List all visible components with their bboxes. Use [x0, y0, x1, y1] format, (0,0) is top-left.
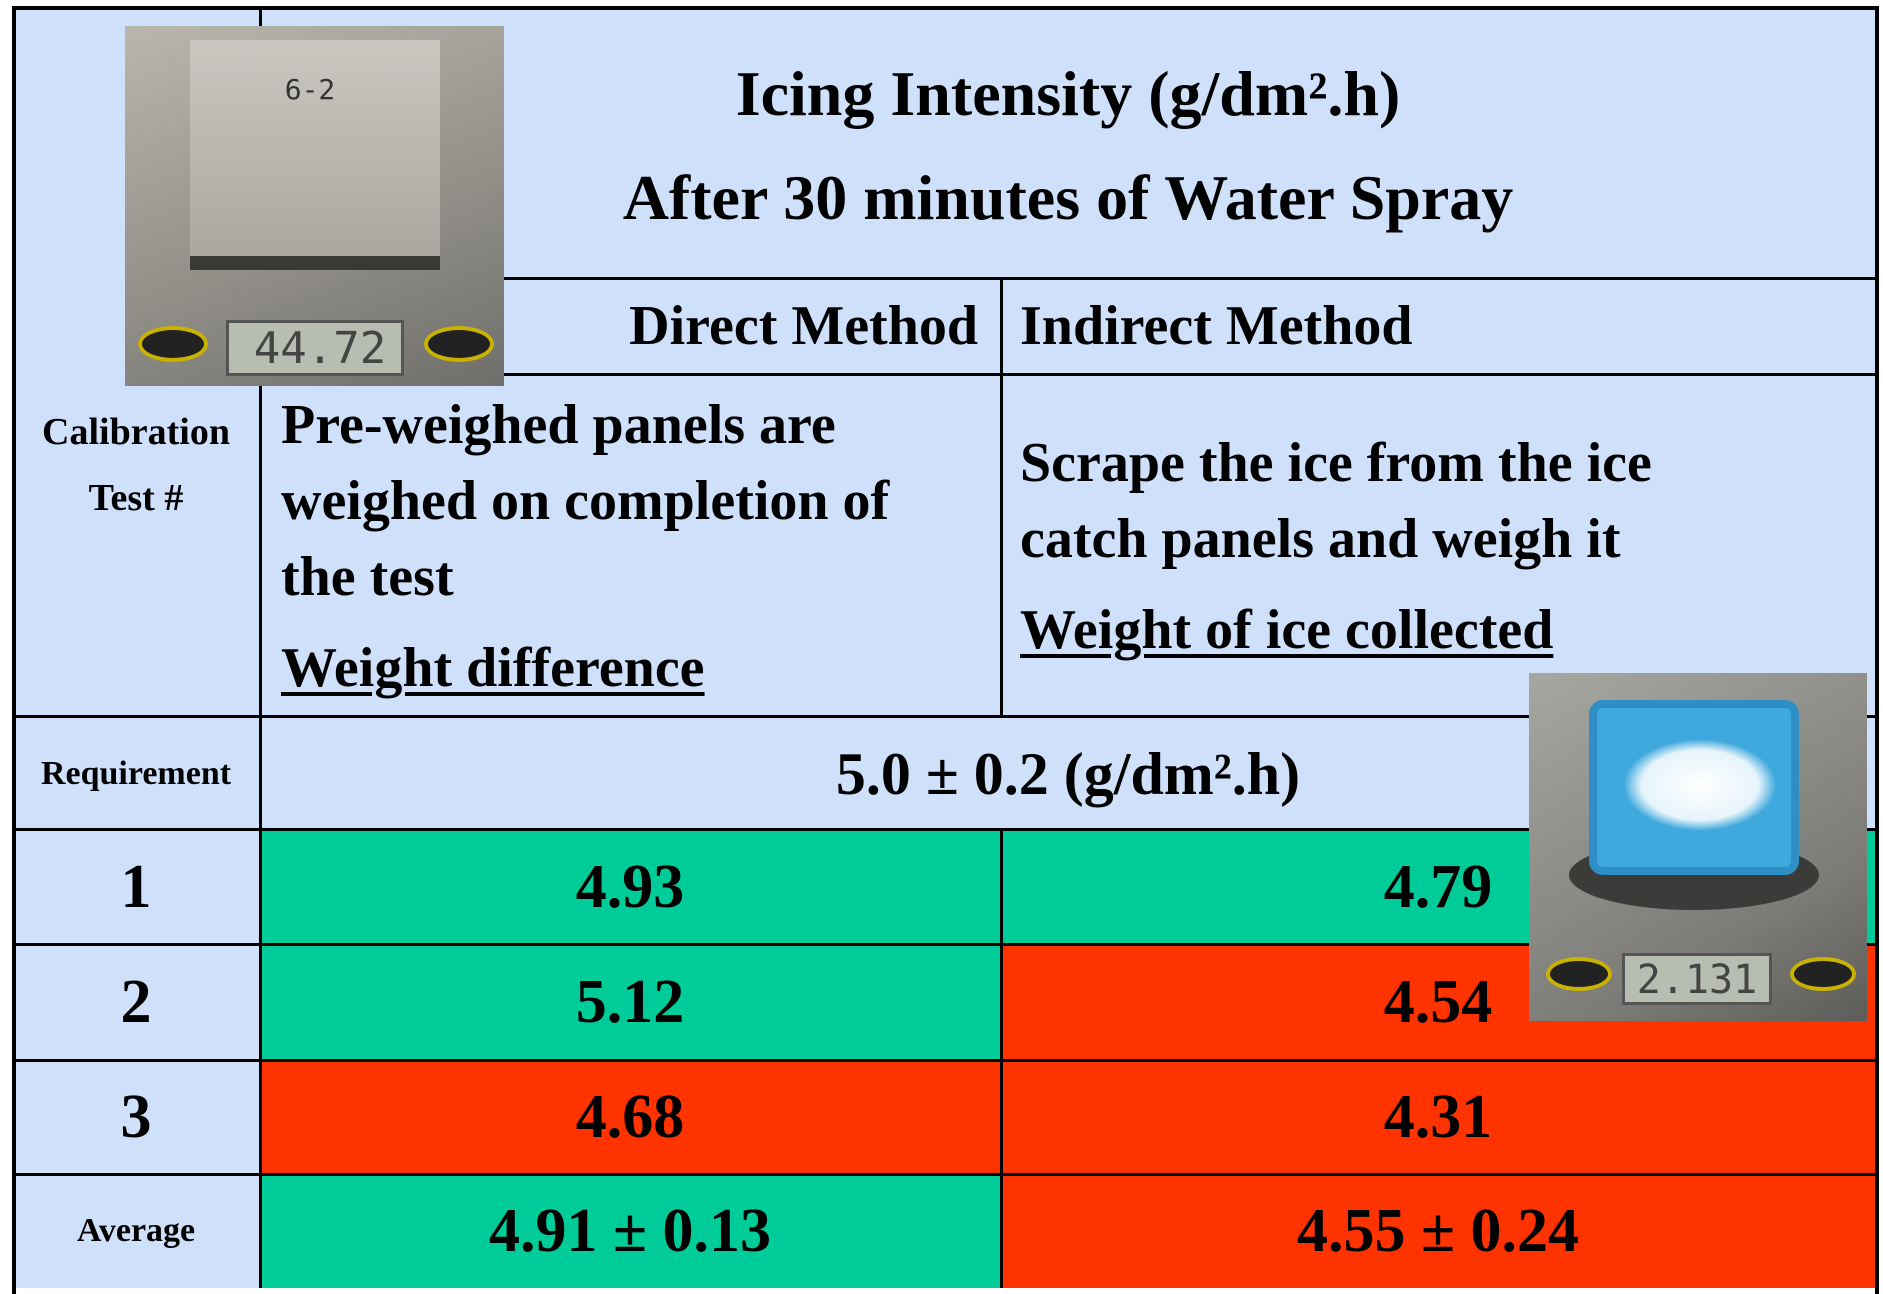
slide: Icing Intensity (g/dm².h) After 30 minute… [0, 0, 1883, 1288]
value-cell: 4.93 [576, 856, 685, 918]
row-label: Average [77, 1214, 195, 1248]
row-header: Calibration [42, 413, 230, 451]
column-header: Direct Method [629, 298, 978, 354]
description-line: Pre-weighed panels are [281, 397, 836, 453]
grid-line [12, 1173, 1876, 1176]
requirement-label: Requirement [41, 757, 231, 791]
scale-button [1790, 957, 1856, 991]
value-cell: 5.12 [576, 971, 685, 1033]
description-line: Scrape the ice from the ice [1020, 435, 1652, 491]
value-cell: 4.54 [1384, 971, 1493, 1033]
value-cell: 4.31 [1384, 1086, 1493, 1148]
ice [1625, 740, 1775, 830]
row-label: 2 [121, 971, 152, 1033]
scale-readout: 44.72 [254, 327, 386, 371]
row-label: 3 [121, 1086, 152, 1148]
description-line: the test [281, 549, 454, 605]
requirement-value: 5.0 ± 0.2 (g/dm².h) [836, 744, 1300, 804]
value-cell: 4.91 ± 0.13 [489, 1200, 771, 1262]
description-line: weighed on completion of [281, 473, 889, 529]
scale-button [1546, 957, 1612, 991]
column-header: Indirect Method [1020, 298, 1413, 354]
value-cell: 4.55 ± 0.24 [1297, 1200, 1579, 1262]
scale-button [138, 326, 208, 362]
title: Icing Intensity (g/dm².h) [736, 62, 1401, 126]
scale-readout: 2.131 [1637, 960, 1757, 1000]
description-line: catch panels and weigh it [1020, 511, 1621, 567]
page: Icing Intensity (g/dm².h) After 30 minute… [0, 0, 1883, 1288]
grid-line [1000, 829, 1003, 1288]
row-label: 1 [121, 856, 152, 918]
measure: Weight of ice collected [1020, 602, 1553, 658]
title: After 30 minutes of Water Spray [623, 166, 1514, 230]
measure: Weight difference [281, 640, 705, 696]
value-cell: 4.79 [1384, 856, 1493, 918]
scale-button [424, 326, 494, 362]
value-cell: 4.68 [576, 1086, 685, 1148]
grid-line [12, 1059, 1876, 1062]
row-header: Test # [89, 479, 184, 517]
photo-label: 6-2 [285, 76, 336, 104]
grid-line [1000, 278, 1003, 716]
